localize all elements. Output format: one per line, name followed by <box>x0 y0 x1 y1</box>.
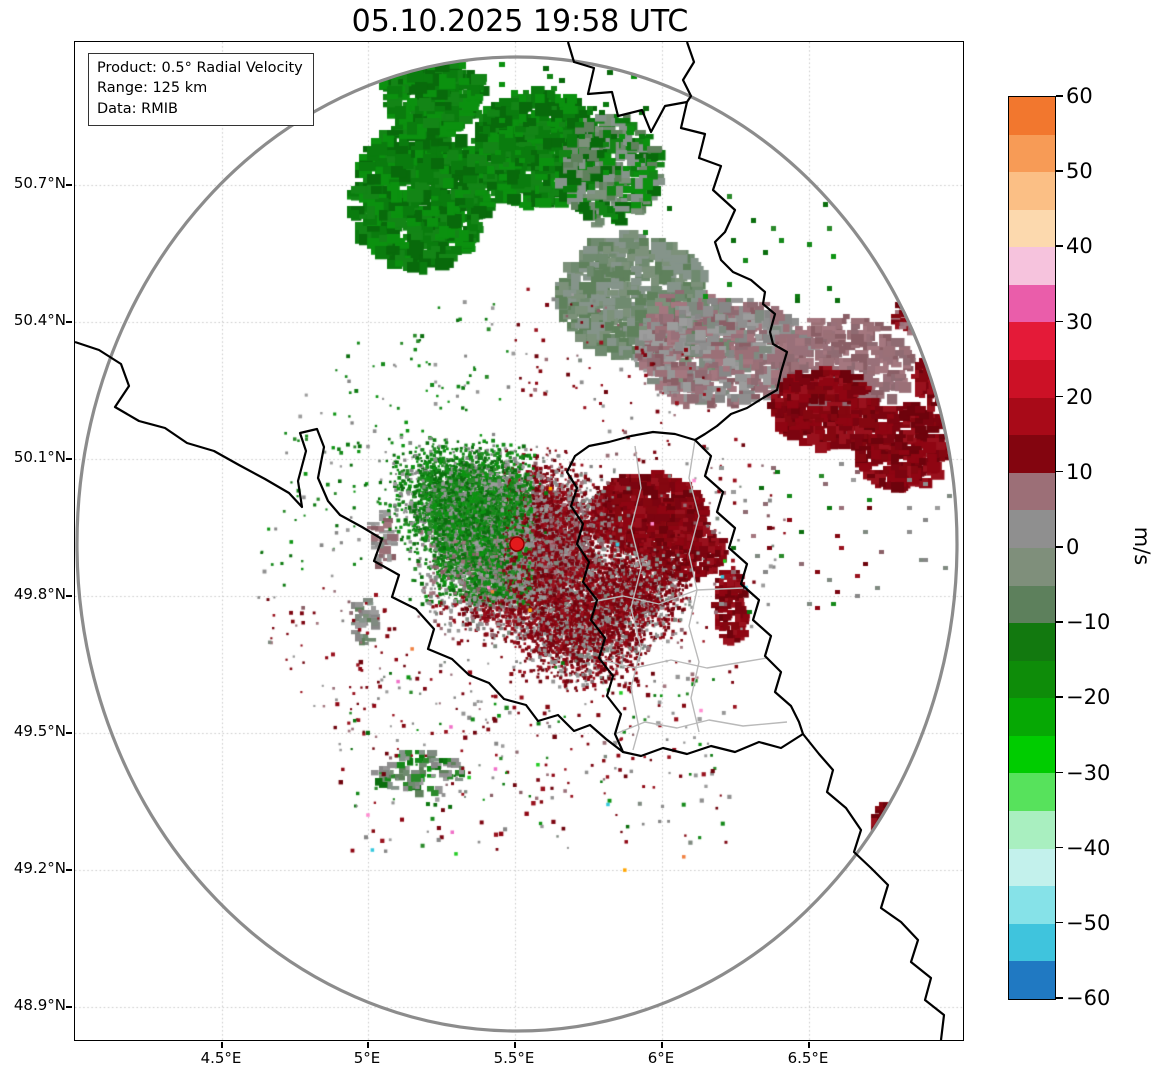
y-tick-mark <box>66 184 72 186</box>
colorbar-band <box>1009 472 1055 511</box>
regional-borders <box>590 439 788 751</box>
colorbar-band <box>1009 435 1055 473</box>
france-germany-border <box>802 733 946 1040</box>
luxembourg-border <box>565 430 805 758</box>
colorbar-tick-label: −10 <box>1066 610 1111 635</box>
colorbar-tick-mark <box>1056 997 1063 999</box>
y-tick-label: 49.5°N <box>13 722 66 740</box>
x-tick-label: 5°E <box>353 1049 381 1067</box>
colorbar-band <box>1009 172 1055 210</box>
x-tick-label: 6°E <box>647 1049 675 1067</box>
colorbar-tick-label: 40 <box>1066 234 1093 259</box>
colorbar-tick-mark <box>1056 546 1063 548</box>
y-tick-mark <box>66 732 72 734</box>
colorbar-band <box>1009 247 1055 285</box>
x-tick-label: 4.5°E <box>200 1049 242 1067</box>
colorbar-tick-label: 0 <box>1066 535 1080 559</box>
colorbar-band <box>1009 585 1055 624</box>
colorbar-band <box>1009 397 1055 436</box>
colorbar-tick-mark <box>1056 320 1063 323</box>
colorbar-tick-mark <box>1056 170 1063 172</box>
map-plot-area: Product: 0.5° Radial Velocity Range: 125… <box>74 41 964 1041</box>
colorbar-band <box>1009 735 1055 774</box>
colorbar-tick-label: 50 <box>1066 159 1093 184</box>
x-tick-mark <box>367 1042 369 1048</box>
colorbar-band <box>1009 810 1055 849</box>
colorbar-tick-mark <box>1056 921 1063 924</box>
range-ring <box>75 55 959 1033</box>
colorbar-band <box>1009 623 1055 661</box>
colorbar-tick-label: −30 <box>1066 760 1111 785</box>
colorbar-tick-mark <box>1056 696 1063 698</box>
y-tick-mark <box>66 1006 72 1008</box>
x-tick-mark <box>514 1042 516 1048</box>
x-tick-mark <box>808 1042 810 1048</box>
colorbar-unit-label: m/s <box>1130 526 1154 566</box>
colorbar-tick-label: −20 <box>1066 685 1111 710</box>
colorbar-tick-mark <box>1056 621 1063 623</box>
y-tick-label: 49.8°N <box>13 585 66 603</box>
product-info-box: Product: 0.5° Radial Velocity Range: 125… <box>88 53 314 126</box>
colorbar-band <box>1009 698 1055 736</box>
y-tick-label: 48.9°N <box>13 996 66 1014</box>
colorbar-band <box>1009 961 1055 999</box>
y-tick-label: 50.7°N <box>13 174 66 192</box>
y-tick-mark <box>66 869 72 871</box>
colorbar-tick-label: 60 <box>1066 84 1093 108</box>
region-border-line <box>590 587 744 605</box>
x-tick-mark <box>661 1042 663 1048</box>
colorbar-tick-label: −60 <box>1066 986 1111 1010</box>
colorbar-band <box>1009 284 1055 323</box>
info-product: Product: 0.5° Radial Velocity <box>97 60 303 76</box>
y-tick-mark <box>66 458 72 460</box>
colorbar-band <box>1009 886 1055 924</box>
colorbar-tick-mark <box>1056 771 1063 774</box>
y-tick-label: 50.1°N <box>13 448 66 466</box>
colorbar-band <box>1009 773 1055 811</box>
colorbar-band <box>1009 547 1055 586</box>
info-data-source: Data: RMIB <box>97 100 178 117</box>
y-tick-mark <box>66 321 72 323</box>
colorbar-tick-mark <box>1056 395 1063 398</box>
colorbar-band <box>1009 510 1055 548</box>
colorbar-tick-mark <box>1056 846 1063 849</box>
page-title: 05.10.2025 19:58 UTC <box>351 4 689 39</box>
colorbar <box>1008 96 1056 1000</box>
colorbar-tick-label: 20 <box>1066 384 1093 409</box>
france-belgium-border <box>75 340 624 753</box>
colorbar-band <box>1009 322 1055 361</box>
info-range: Range: 125 km <box>97 80 208 97</box>
x-tick-label: 5.5°E <box>493 1049 535 1067</box>
radar-location-dot <box>509 536 525 552</box>
region-border-line <box>614 719 788 735</box>
region-border-line <box>600 657 768 669</box>
colorbar-tick-label: −40 <box>1066 835 1111 860</box>
colorbar-band <box>1009 660 1055 699</box>
region-border-line <box>630 445 642 751</box>
national-borders <box>75 42 946 1040</box>
map-overlay <box>75 42 959 1040</box>
colorbar-band <box>1009 923 1055 962</box>
colorbar-band <box>1009 848 1055 887</box>
y-tick-mark <box>66 595 72 597</box>
colorbar-tick-label: 10 <box>1066 459 1093 484</box>
colorbar-band <box>1009 360 1055 398</box>
colorbar-tick-label: −50 <box>1066 910 1111 935</box>
colorbar-band <box>1009 209 1055 248</box>
y-tick-label: 50.4°N <box>13 311 66 329</box>
colorbar-tick-mark <box>1056 245 1063 247</box>
colorbar-tick-mark <box>1056 95 1063 97</box>
colorbar-band <box>1009 134 1055 173</box>
colorbar-band <box>1009 97 1055 135</box>
region-border-line <box>688 439 700 733</box>
netherlands-germany-border <box>681 42 696 103</box>
colorbar-tick-label: 30 <box>1066 309 1093 334</box>
x-tick-label: 6.5°E <box>787 1049 829 1067</box>
x-tick-mark <box>221 1042 223 1048</box>
colorbar-tick-mark <box>1056 470 1063 473</box>
belgium-netherlands-germany-border <box>566 42 789 441</box>
y-tick-label: 49.2°N <box>13 859 66 877</box>
